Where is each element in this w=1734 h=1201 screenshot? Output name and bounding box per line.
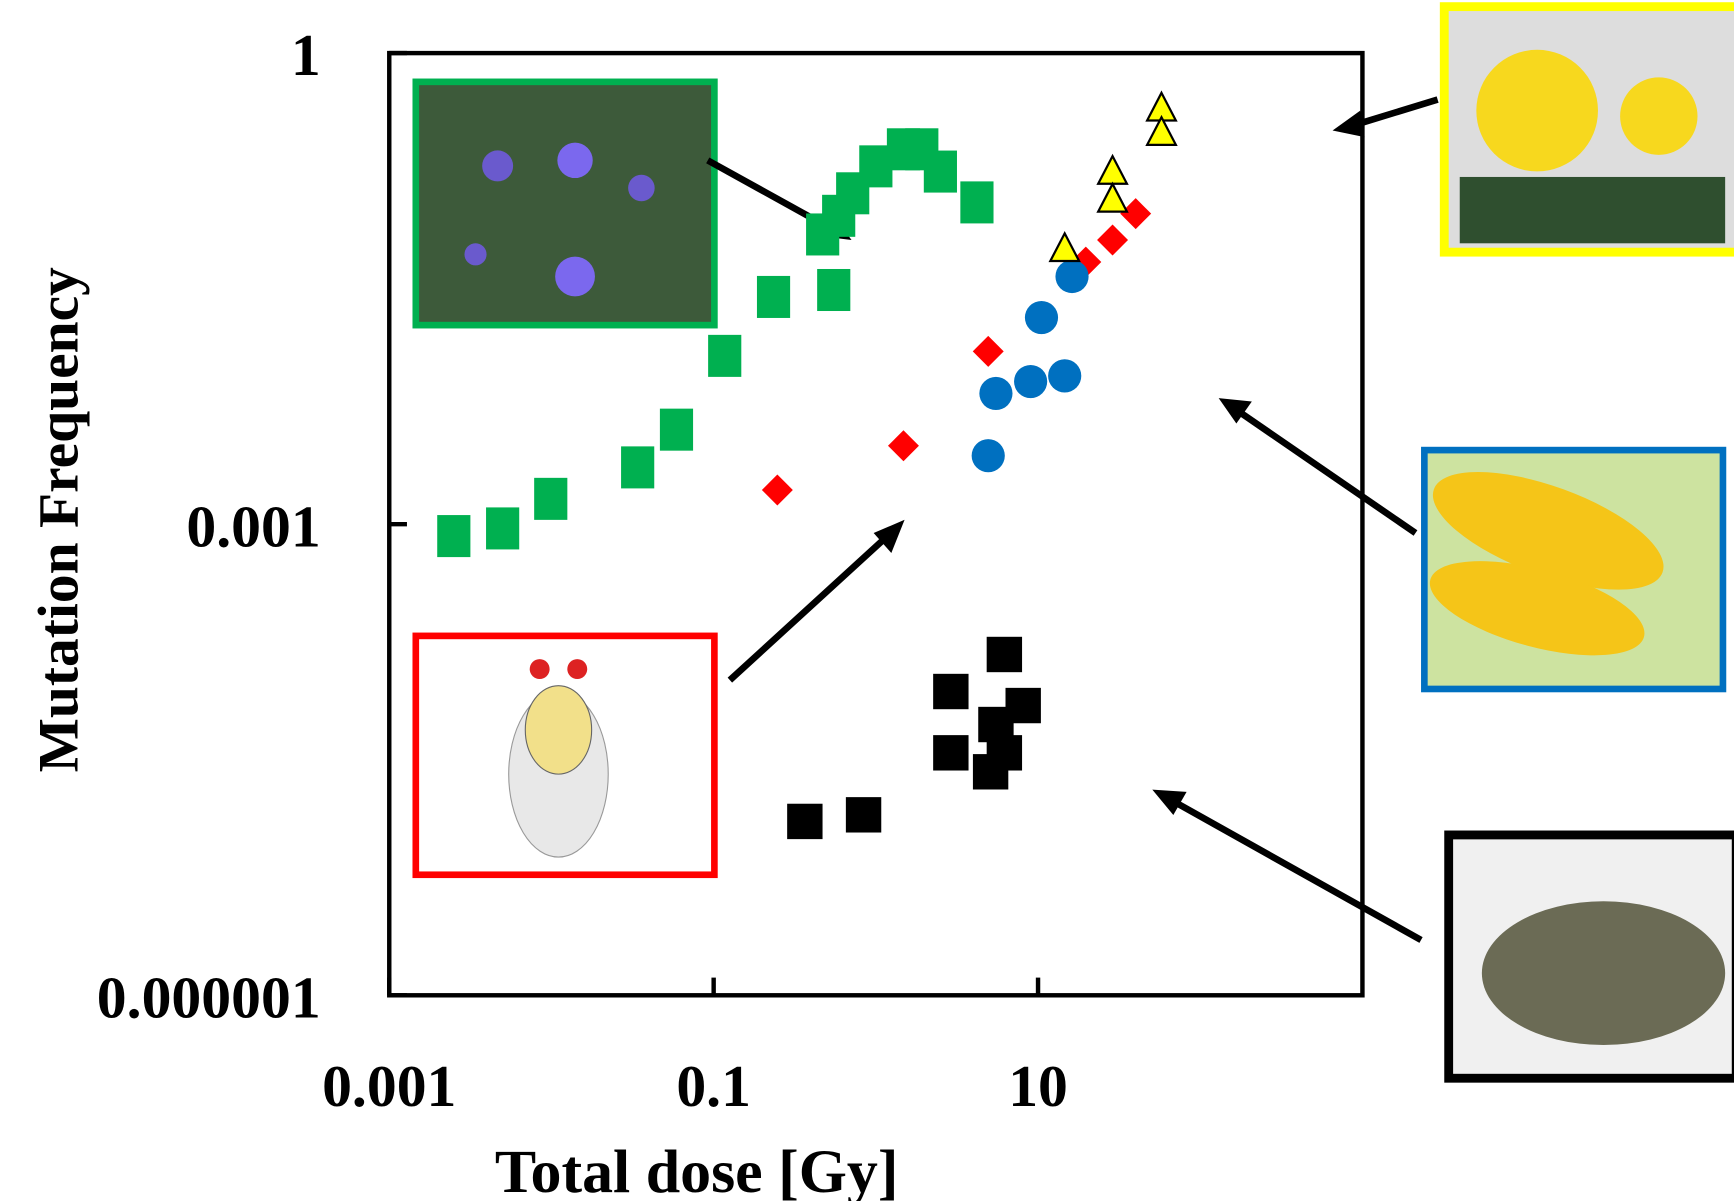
data-point bbox=[1014, 365, 1047, 398]
maize-photo bbox=[1419, 448, 1723, 689]
data-point bbox=[979, 377, 1012, 410]
data-point bbox=[762, 475, 793, 506]
x-axis-label: Total dose [Gy] bbox=[495, 1138, 899, 1201]
x-tick-label: 0.1 bbox=[676, 1053, 751, 1119]
data-point bbox=[1048, 359, 1081, 392]
data-point bbox=[1098, 156, 1127, 184]
data-point bbox=[924, 151, 957, 193]
data-point bbox=[972, 439, 1005, 472]
fly-drawing bbox=[416, 636, 715, 875]
data-point bbox=[987, 637, 1022, 672]
data-point bbox=[1098, 184, 1127, 212]
spiderwort-photo bbox=[416, 82, 715, 325]
x-tick-label: 10 bbox=[1008, 1053, 1068, 1119]
x-tick-label: 0.001 bbox=[322, 1053, 456, 1119]
data-point bbox=[757, 276, 790, 318]
data-point bbox=[621, 446, 654, 488]
chrysanthemum-photo bbox=[1444, 7, 1734, 253]
y-tick-label: 1 bbox=[291, 22, 321, 88]
data-point bbox=[437, 515, 470, 557]
data-point bbox=[973, 336, 1004, 367]
mouse-photo bbox=[1449, 835, 1734, 1078]
data-point bbox=[960, 181, 993, 223]
data-point bbox=[486, 507, 519, 549]
data-point bbox=[660, 409, 693, 451]
data-point bbox=[1025, 301, 1058, 334]
chart: Total dose [Gy] Mutation Frequency 0.001… bbox=[0, 0, 1734, 1201]
page: {"chart_data": {"type": "scatter", "log_… bbox=[0, 0, 1734, 1201]
y-axis-label: Mutation Frequency bbox=[27, 267, 90, 772]
data-point bbox=[817, 269, 850, 311]
data-point bbox=[1050, 233, 1079, 261]
data-point bbox=[846, 797, 881, 832]
y-tick-label: 0.000001 bbox=[97, 964, 321, 1030]
data-point bbox=[708, 335, 741, 377]
data-point bbox=[933, 735, 968, 770]
data-point bbox=[534, 478, 567, 520]
data-point bbox=[973, 754, 1008, 789]
data-point bbox=[1120, 198, 1151, 229]
data-point bbox=[888, 430, 919, 461]
data-point bbox=[1055, 260, 1088, 293]
data-point bbox=[933, 674, 968, 709]
y-tick-label: 0.001 bbox=[186, 493, 320, 559]
data-point bbox=[1097, 225, 1128, 256]
data-point bbox=[787, 804, 822, 839]
